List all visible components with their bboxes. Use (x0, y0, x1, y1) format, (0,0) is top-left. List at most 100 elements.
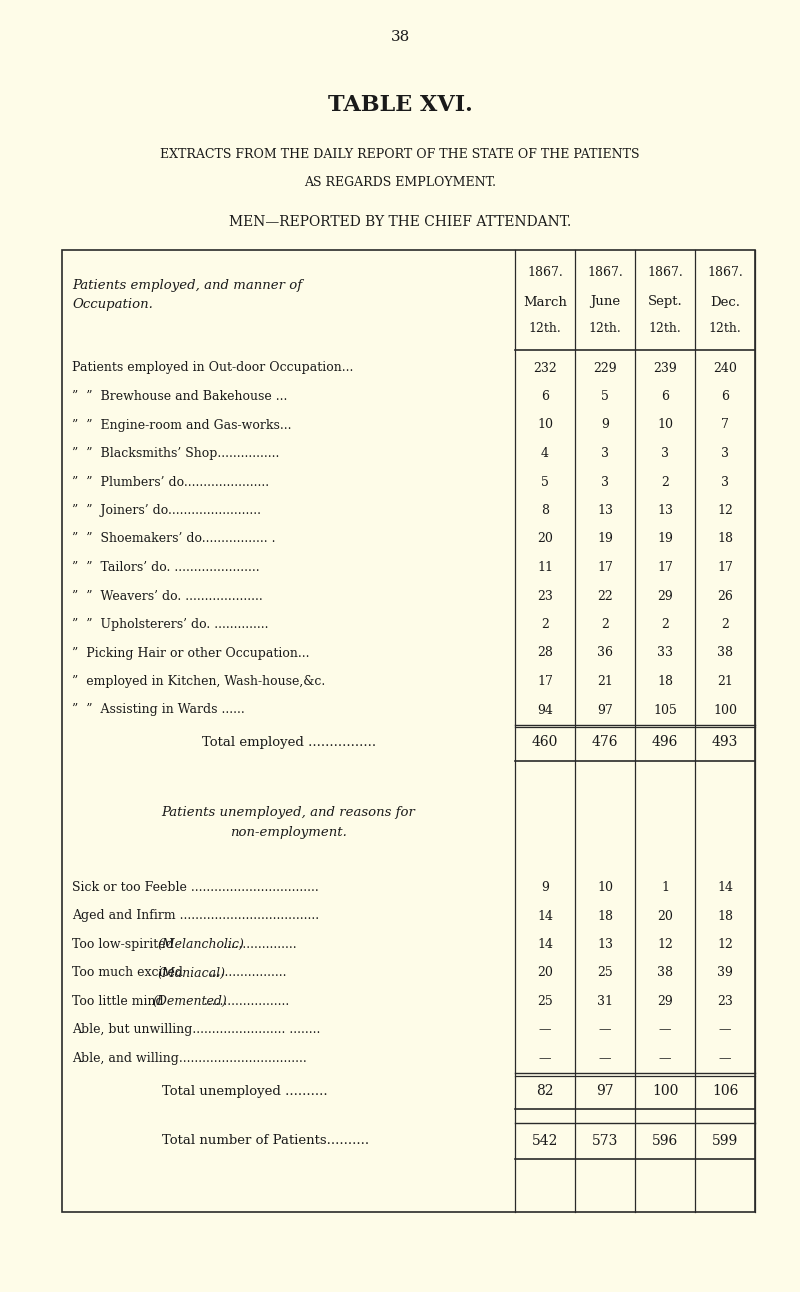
Text: Total employed ................: Total employed ................ (202, 736, 376, 749)
Text: 2: 2 (601, 618, 609, 630)
Text: ”  ”  Tailors’ do. ......................: ” ” Tailors’ do. ...................... (72, 561, 260, 574)
Bar (62, 249, 755, 1212)
Text: 39: 39 (717, 966, 733, 979)
Text: Too much excited: Too much excited (72, 966, 187, 979)
Text: 28: 28 (537, 646, 553, 659)
Text: 38: 38 (657, 966, 673, 979)
Text: 33: 33 (657, 646, 673, 659)
Text: ”  employed in Kitchen, Wash-house,&c.: ” employed in Kitchen, Wash-house,&c. (72, 674, 326, 689)
Text: ...................: ................... (219, 938, 297, 951)
Text: 100: 100 (652, 1084, 678, 1098)
Text: 17: 17 (657, 561, 673, 574)
Text: 1867.: 1867. (587, 265, 623, 279)
Text: 20: 20 (537, 532, 553, 545)
Text: 573: 573 (592, 1134, 618, 1149)
Text: 239: 239 (653, 362, 677, 375)
Text: March: March (523, 296, 567, 309)
Text: —: — (658, 1023, 671, 1036)
Text: 4: 4 (541, 447, 549, 460)
Text: —: — (598, 1052, 611, 1065)
Text: 10: 10 (537, 419, 553, 432)
Text: 18: 18 (717, 910, 733, 922)
Text: 10: 10 (657, 419, 673, 432)
Text: 476: 476 (592, 735, 618, 749)
Text: 12th.: 12th. (589, 322, 622, 335)
Text: Sept.: Sept. (648, 296, 682, 309)
Text: 12: 12 (657, 938, 673, 951)
Text: ......................: ...................... (200, 995, 290, 1008)
Text: Patients employed in Out-door Occupation...: Patients employed in Out-door Occupation… (72, 362, 354, 375)
Text: 23: 23 (717, 995, 733, 1008)
Text: 25: 25 (537, 995, 553, 1008)
Text: Dec.: Dec. (710, 296, 740, 309)
Text: 9: 9 (601, 419, 609, 432)
Text: MEN—REPORTED BY THE CHIEF ATTENDANT.: MEN—REPORTED BY THE CHIEF ATTENDANT. (229, 214, 571, 229)
Text: 2: 2 (661, 475, 669, 488)
Text: 1867.: 1867. (527, 265, 563, 279)
Text: 496: 496 (652, 735, 678, 749)
Text: 21: 21 (597, 674, 613, 689)
Text: 493: 493 (712, 735, 738, 749)
Text: 2: 2 (721, 618, 729, 630)
Text: (Demented): (Demented) (152, 995, 226, 1008)
Text: 6: 6 (661, 390, 669, 403)
Text: Total unemployed ..........: Total unemployed .......... (162, 1084, 328, 1097)
Text: 97: 97 (596, 1084, 614, 1098)
Text: TABLE XVI.: TABLE XVI. (328, 94, 472, 116)
Text: 20: 20 (657, 910, 673, 922)
Text: 3: 3 (601, 475, 609, 488)
Text: 8: 8 (541, 504, 549, 517)
Text: ”  Picking Hair or other Occupation...: ” Picking Hair or other Occupation... (72, 646, 310, 659)
Text: 106: 106 (712, 1084, 738, 1098)
Text: 10: 10 (597, 881, 613, 894)
Text: —: — (598, 1023, 611, 1036)
Text: 19: 19 (597, 532, 613, 545)
Text: AS REGARDS EMPLOYMENT.: AS REGARDS EMPLOYMENT. (304, 177, 496, 190)
Text: 2: 2 (541, 618, 549, 630)
Text: Able, and willing.................................: Able, and willing.......................… (72, 1052, 306, 1065)
Text: 38: 38 (717, 646, 733, 659)
Text: 5: 5 (601, 390, 609, 403)
Text: —: — (658, 1052, 671, 1065)
Text: 97: 97 (597, 704, 613, 717)
Text: 13: 13 (597, 938, 613, 951)
Text: 232: 232 (533, 362, 557, 375)
Text: 18: 18 (597, 910, 613, 922)
Text: 13: 13 (597, 504, 613, 517)
Text: 460: 460 (532, 735, 558, 749)
Text: Too low-spirited: Too low-spirited (72, 938, 178, 951)
Text: 82: 82 (536, 1084, 554, 1098)
Text: Sick or too Feeble .................................: Sick or too Feeble .....................… (72, 881, 318, 894)
Text: 596: 596 (652, 1134, 678, 1149)
Text: 6: 6 (541, 390, 549, 403)
Text: Able, but unwilling........................ ........: Able, but unwilling.....................… (72, 1023, 320, 1036)
Text: 20: 20 (537, 966, 553, 979)
Text: 26: 26 (717, 589, 733, 602)
Text: 3: 3 (721, 447, 729, 460)
Text: Total number of Patients..........: Total number of Patients.......... (162, 1134, 369, 1147)
Text: 14: 14 (717, 881, 733, 894)
Text: —: — (538, 1023, 551, 1036)
Text: 17: 17 (597, 561, 613, 574)
Text: ”  ”  Assisting in Wards ......: ” ” Assisting in Wards ...... (72, 704, 245, 717)
Text: ”  ”  Brewhouse and Bakehouse ...: ” ” Brewhouse and Bakehouse ... (72, 390, 287, 403)
Text: 17: 17 (537, 674, 553, 689)
Text: 9: 9 (541, 881, 549, 894)
Text: 229: 229 (593, 362, 617, 375)
Text: 29: 29 (657, 995, 673, 1008)
Text: —: — (538, 1052, 551, 1065)
Text: (Melancholic): (Melancholic) (157, 938, 244, 951)
Text: Patients employed, and manner of
Occupation.: Patients employed, and manner of Occupat… (72, 279, 302, 311)
Text: 3: 3 (721, 475, 729, 488)
Text: 1867.: 1867. (647, 265, 683, 279)
Text: ”  ”  Upholsterers’ do. ..............: ” ” Upholsterers’ do. .............. (72, 618, 269, 630)
Text: Aged and Infirm ....................................: Aged and Infirm ........................… (72, 910, 319, 922)
Text: 38: 38 (390, 30, 410, 44)
Text: 14: 14 (537, 910, 553, 922)
Text: 18: 18 (657, 674, 673, 689)
Text: 12: 12 (717, 938, 733, 951)
Text: 2: 2 (661, 618, 669, 630)
Text: 542: 542 (532, 1134, 558, 1149)
Text: 19: 19 (657, 532, 673, 545)
Text: ”  ”  Joiners’ do........................: ” ” Joiners’ do........................ (72, 504, 261, 517)
